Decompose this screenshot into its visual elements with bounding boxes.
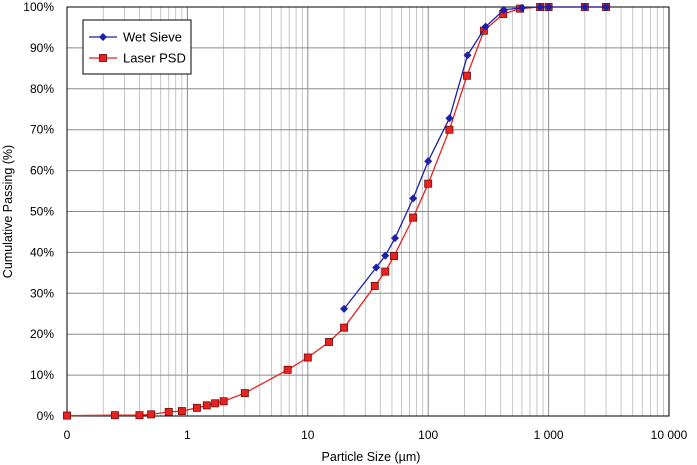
legend-label-wet-sieve: Wet Sieve: [123, 30, 182, 45]
data-point-wet-sieve: [544, 2, 553, 12]
y-axis-label: Cumulative Passing (%): [1, 145, 15, 278]
legend-marker-wet-sieve: [98, 32, 108, 42]
data-point-laser-psd: [147, 410, 156, 419]
legend-box: [82, 19, 192, 75]
y-tick-label: 80%: [30, 82, 54, 96]
y-tick-label: 60%: [30, 164, 54, 178]
data-point-wet-sieve: [481, 22, 490, 31]
data-point-laser-psd: [303, 353, 312, 362]
x-tick-labels: 0 1 10 100 1 000 10 000: [64, 428, 688, 442]
series-wet-sieve: [340, 2, 611, 313]
data-point-laser-psd: [135, 411, 144, 420]
data-point-laser-psd: [283, 365, 292, 374]
y-tick-label: 70%: [30, 123, 54, 137]
data-point-laser-psd: [340, 323, 348, 332]
data-point-wet-sieve: [372, 263, 381, 272]
y-tick-label: 100%: [23, 0, 54, 14]
x-tick-label: 100: [418, 428, 438, 442]
y-tick-label: 50%: [30, 205, 54, 219]
data-point-wet-sieve: [409, 194, 418, 203]
data-point-laser-psd: [381, 267, 390, 276]
y-tick-labels: 0% 10% 20% 30% 40% 50% 60% 70% 80% 90% 100%: [23, 0, 54, 423]
data-point-laser-psd: [463, 71, 471, 80]
legend-label-laser-psd: Laser PSD: [123, 51, 186, 66]
data-point-wet-sieve: [580, 2, 589, 12]
series-layer: [63, 2, 611, 420]
data-point-laser-psd: [325, 338, 333, 346]
x-tick-label: 1 000: [534, 428, 564, 442]
data-point-laser-psd: [177, 407, 186, 416]
legend-marker-laser-psd: [99, 54, 107, 62]
data-point-laser-psd: [219, 397, 228, 406]
y-tick-label: 30%: [30, 286, 54, 300]
x-tick-label: 1: [184, 428, 191, 442]
data-point-wet-sieve: [390, 234, 400, 243]
data-point-laser-psd: [370, 281, 379, 290]
x-tick-label: 0: [64, 428, 71, 442]
y-tick-label: 10%: [30, 368, 54, 382]
y-tick-label: 20%: [30, 327, 54, 341]
data-point-laser-psd: [63, 411, 71, 420]
y-tick-label: 90%: [30, 41, 54, 55]
data-point-laser-psd: [424, 179, 433, 188]
data-point-laser-psd: [445, 125, 454, 134]
data-point-wet-sieve: [445, 114, 454, 123]
y-tick-label: 0%: [37, 409, 55, 423]
x-axis-label: Particle Size (µm): [322, 450, 421, 464]
data-point-laser-psd: [164, 407, 173, 416]
x-tick-label: 10: [301, 428, 315, 442]
data-point-laser-psd: [409, 213, 418, 222]
data-point-wet-sieve: [424, 157, 433, 166]
data-point-wet-sieve: [340, 304, 349, 313]
x-tick-label: 10 000: [651, 428, 688, 442]
legend: Wet Sieve Laser PSD: [82, 19, 192, 75]
y-tick-label: 40%: [30, 245, 54, 259]
legend-item-wet-sieve: Wet Sieve: [89, 30, 182, 45]
legend-item-laser-psd: Laser PSD: [89, 51, 186, 66]
data-point-laser-psd: [202, 401, 211, 410]
data-point-laser-psd: [240, 389, 249, 398]
data-point-laser-psd: [192, 403, 201, 412]
data-point-wet-sieve: [517, 3, 526, 12]
data-point-wet-sieve: [499, 5, 508, 14]
data-point-wet-sieve: [602, 2, 611, 12]
data-point-laser-psd: [211, 399, 220, 408]
data-point-wet-sieve: [381, 251, 390, 260]
series-line-wet-sieve: [343, 6, 607, 310]
plot-frame: [66, 6, 670, 417]
data-point-laser-psd: [110, 411, 119, 420]
data-point-wet-sieve: [463, 51, 472, 60]
data-point-laser-psd: [390, 252, 398, 261]
data-point-wet-sieve: [536, 2, 545, 12]
